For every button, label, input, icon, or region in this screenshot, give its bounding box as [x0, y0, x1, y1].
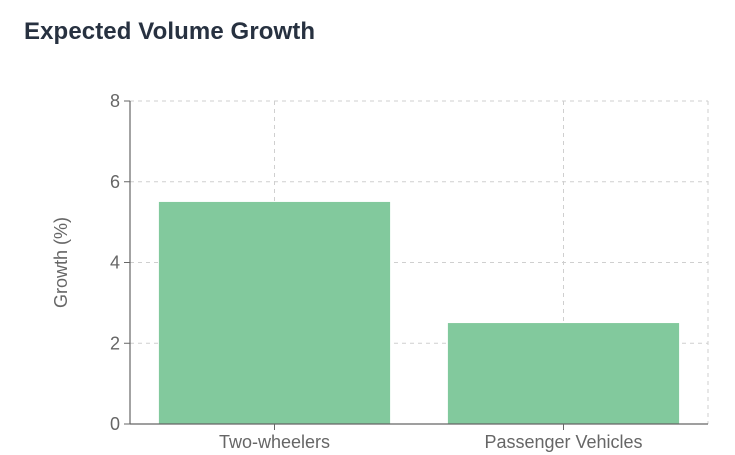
bar-two-wheelers[interactable]: [158, 201, 391, 424]
chart-title: Expected Volume Growth: [24, 18, 316, 45]
x-tick-label: Two-wheelers: [219, 432, 330, 452]
bar-layer: [158, 201, 680, 424]
bar-passenger-vehicles[interactable]: [447, 323, 680, 424]
y-tick-label: 8: [110, 91, 120, 111]
y-tick-label: 4: [110, 253, 120, 273]
x-tick-label: Passenger Vehicles: [484, 432, 642, 452]
label-layer: 0 2 4 6 8 Two-wheelers Passenger Vehicles Growt…: [51, 91, 643, 452]
y-tick-label: 0: [110, 414, 120, 434]
y-tick-label: 6: [110, 172, 120, 192]
y-tick-label: 2: [110, 333, 120, 353]
y-axis-title: Growth (%): [51, 217, 71, 308]
axis-layer: [124, 100, 708, 430]
